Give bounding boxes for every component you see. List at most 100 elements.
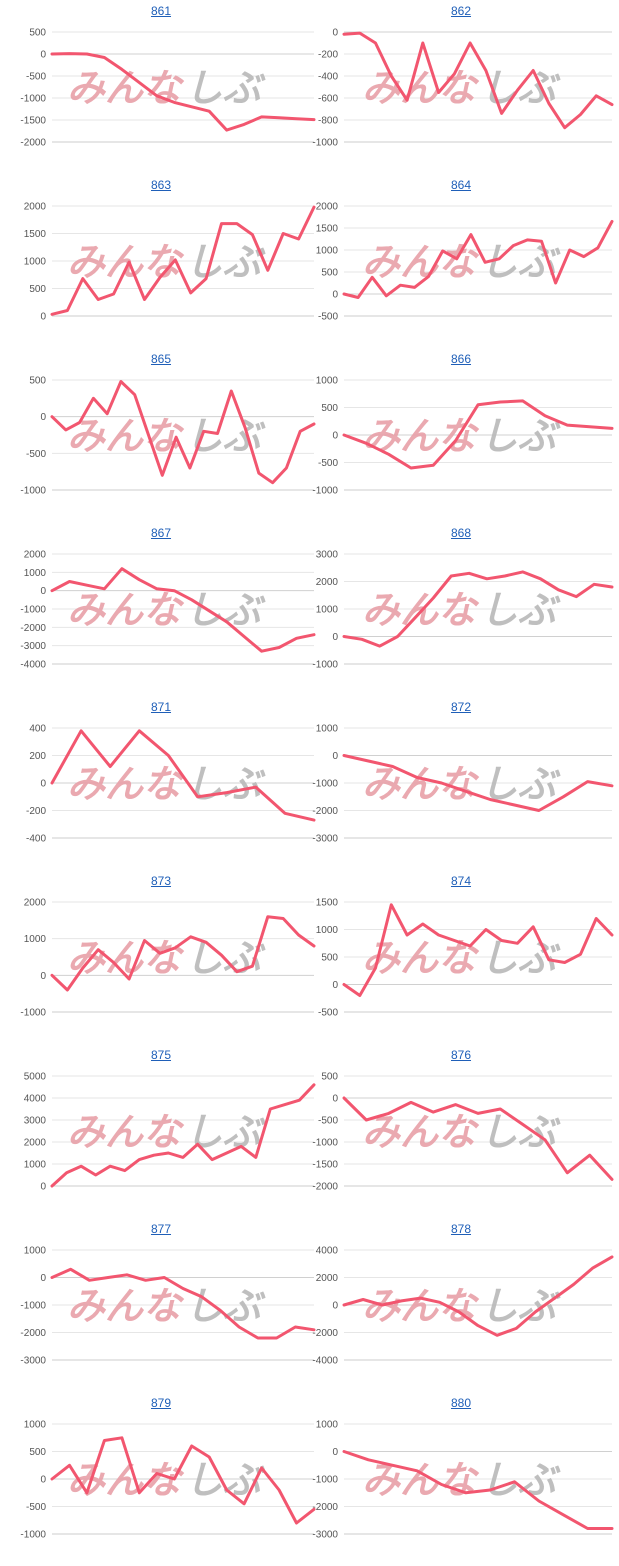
y-tick-label: 1500 xyxy=(316,224,339,235)
watermark-text-left: みんな xyxy=(362,242,480,284)
y-tick-label: 2000 xyxy=(24,550,47,561)
y-tick-label: 0 xyxy=(332,632,338,643)
chart-title-link[interactable]: 875 xyxy=(150,1048,172,1062)
line-chart: 5000 4000 3000 2000 1000 0 みんな しぶ xyxy=(24,1072,316,1193)
line-chart: 3000 2000 1000 0 -1000 みんな しぶ xyxy=(312,550,614,671)
y-tick-label: 1000 xyxy=(24,568,47,579)
y-tick-label: 500 xyxy=(321,1072,338,1083)
watermark-logo: みんな しぶ xyxy=(67,590,266,632)
series-line xyxy=(50,915,316,992)
watermark-text-right: しぶ xyxy=(185,590,266,632)
y-tick-label: 0 xyxy=(40,412,46,423)
chart-title-link[interactable]: 864 xyxy=(450,178,472,192)
y-tick-label: -2000 xyxy=(312,1182,338,1193)
chart-panel-873: 873 2000 1000 0 -1000 みんな しぶ xyxy=(8,874,316,1044)
chart-title-link[interactable]: 874 xyxy=(450,874,472,888)
watermark-text-right: しぶ xyxy=(185,242,266,284)
chart-title-link[interactable]: 877 xyxy=(150,1222,172,1236)
y-tick-label: 500 xyxy=(29,28,46,39)
chart-panel-866: 866 1000 500 0 -500 -1000 みんな しぶ xyxy=(308,352,614,522)
series-line xyxy=(50,1083,316,1188)
chart-title-link[interactable]: 879 xyxy=(150,1396,172,1410)
chart-title-link[interactable]: 868 xyxy=(450,526,472,540)
series-line xyxy=(50,1436,316,1525)
y-tick-label: -2000 xyxy=(312,806,338,817)
line-chart: 1000 500 0 -500 -1000 みんな しぶ xyxy=(312,376,614,497)
watermark-text-left: みんな xyxy=(67,1460,185,1502)
line-chart: 500 0 -500 -1000 みんな しぶ xyxy=(20,376,316,497)
y-tick-label: -3000 xyxy=(20,1356,46,1367)
y-tick-label: 200 xyxy=(29,751,46,762)
y-tick-label: 0 xyxy=(40,1182,46,1193)
y-tick-label: 1000 xyxy=(24,1246,47,1257)
y-tick-label: 0 xyxy=(40,779,46,790)
series-line xyxy=(342,754,614,812)
series-line xyxy=(50,52,316,132)
y-tick-label: 1500 xyxy=(24,229,47,240)
line-chart: 1000 0 -1000 -2000 -3000 みんな しぶ xyxy=(20,1246,316,1367)
chart-title-link[interactable]: 880 xyxy=(450,1396,472,1410)
y-tick-label: 1000 xyxy=(24,934,47,945)
chart-title-link[interactable]: 873 xyxy=(150,874,172,888)
series-line xyxy=(342,1450,614,1530)
y-tick-label: -2000 xyxy=(312,1502,338,1513)
watermark-text-right: しぶ xyxy=(185,68,266,110)
watermark-text-right: しぶ xyxy=(480,1112,561,1154)
chart-panel-868: 868 3000 2000 1000 0 -1000 みんな しぶ xyxy=(308,526,614,696)
watermark-logo: みんな しぶ xyxy=(67,416,266,458)
y-tick-label: 2000 xyxy=(316,1273,339,1284)
y-tick-label: -4000 xyxy=(20,660,46,671)
watermark-text-right: しぶ xyxy=(185,1286,266,1328)
watermark-text-left: みんな xyxy=(67,764,185,806)
watermark-text-left: みんな xyxy=(362,68,480,110)
y-tick-label: -1000 xyxy=(20,1301,46,1312)
chart-title-link[interactable]: 865 xyxy=(150,352,172,366)
watermark-text-right: しぶ xyxy=(480,590,561,632)
y-tick-label: -400 xyxy=(318,72,338,83)
chart-panel-861: 861 500 0 -500 -1000 -1500 -2000 みんな しぶ xyxy=(8,4,316,174)
y-tick-label: -400 xyxy=(26,834,46,845)
chart-panel-876: 876 500 0 -500 -1000 -1500 -2000 みんな しぶ xyxy=(308,1048,614,1218)
watermark-text-right: しぶ xyxy=(480,1460,561,1502)
y-tick-label: 3000 xyxy=(24,1116,47,1127)
y-tick-label: 1000 xyxy=(24,257,47,268)
y-tick-label: -1000 xyxy=(312,779,338,790)
chart-title-link[interactable]: 871 xyxy=(150,700,172,714)
y-tick-label: 0 xyxy=(40,586,46,597)
watermark-text-right: しぶ xyxy=(185,1460,266,1502)
chart-title-link[interactable]: 862 xyxy=(450,4,472,18)
y-tick-label: 3000 xyxy=(316,550,339,561)
chart-panel-865: 865 500 0 -500 -1000 みんな しぶ xyxy=(8,352,316,522)
y-tick-label: -1000 xyxy=(20,1008,46,1019)
watermark-logo: みんな しぶ xyxy=(362,1286,561,1328)
watermark-text-left: みんな xyxy=(67,416,185,458)
y-tick-label: 1000 xyxy=(316,605,339,616)
y-tick-label: -600 xyxy=(318,94,338,105)
series-line xyxy=(342,219,614,299)
chart-panel-864: 864 2000 1500 1000 500 0 -500 みんな しぶ xyxy=(308,178,614,348)
watermark-text-right: しぶ xyxy=(480,1286,561,1328)
chart-title-link[interactable]: 876 xyxy=(450,1048,472,1062)
y-tick-label: -3000 xyxy=(312,1530,338,1541)
chart-panel-871: 871 400 200 0 -200 -400 みんな しぶ xyxy=(8,700,316,870)
y-tick-label: 500 xyxy=(29,1447,46,1458)
chart-title-link[interactable]: 872 xyxy=(450,700,472,714)
chart-panel-862: 862 0 -200 -400 -600 -800 -1000 みんな しぶ xyxy=(308,4,614,174)
y-tick-label: -200 xyxy=(26,806,46,817)
chart-title-link[interactable]: 867 xyxy=(150,526,172,540)
watermark-logo: みんな しぶ xyxy=(362,764,561,806)
watermark-text-left: みんな xyxy=(362,416,480,458)
y-tick-label: 1000 xyxy=(316,1420,339,1431)
chart-title-link[interactable]: 861 xyxy=(150,4,172,18)
chart-panel-875: 875 5000 4000 3000 2000 1000 0 みんな しぶ xyxy=(8,1048,316,1218)
series-line xyxy=(342,399,614,470)
watermark-logo: みんな しぶ xyxy=(67,1460,266,1502)
y-tick-label: -1000 xyxy=(312,660,338,671)
chart-title-link[interactable]: 863 xyxy=(150,178,172,192)
chart-title-link[interactable]: 878 xyxy=(450,1222,472,1236)
chart-title-link[interactable]: 866 xyxy=(450,352,472,366)
y-tick-label: -500 xyxy=(318,312,338,323)
